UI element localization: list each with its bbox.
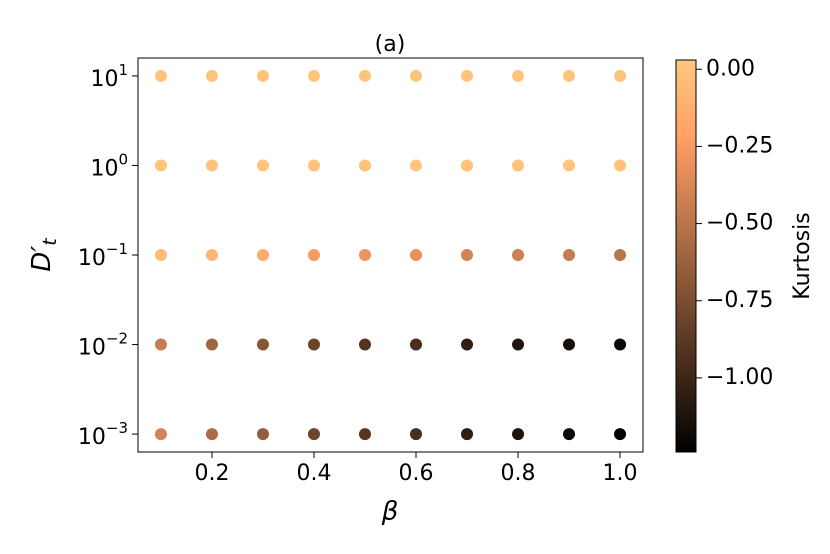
point — [154, 428, 167, 441]
y-tick-exponent: −1 — [106, 240, 128, 258]
y-label-subscript: t — [39, 237, 61, 246]
y-tick-base: 10 — [78, 246, 106, 271]
x-tick-label: 0.4 — [296, 461, 331, 486]
point — [307, 428, 320, 441]
point — [205, 249, 218, 262]
y-tick-label: 101 — [90, 60, 128, 92]
y-tick-exponent: −2 — [106, 329, 128, 347]
point — [205, 159, 218, 172]
y-tick-label: 100 — [90, 150, 128, 182]
point — [154, 338, 167, 351]
point — [307, 249, 320, 262]
colorbar-label: Kurtosis — [790, 212, 815, 299]
point — [512, 69, 525, 82]
point — [563, 338, 576, 351]
point — [256, 69, 269, 82]
point — [614, 69, 627, 82]
point — [358, 428, 371, 441]
point — [358, 69, 371, 82]
point — [205, 69, 218, 82]
y-axis-label: D′t — [27, 237, 61, 272]
x-tick-label: 0.2 — [194, 461, 229, 486]
y-tick-label: 10−3 — [78, 419, 128, 451]
point — [512, 249, 525, 262]
point — [410, 338, 423, 351]
y-tick-base: 10 — [90, 67, 118, 92]
point — [358, 159, 371, 172]
y-tick-base: 10 — [78, 425, 106, 450]
y-tick-exponent: −3 — [106, 419, 128, 437]
point — [461, 249, 474, 262]
point — [614, 428, 627, 441]
point — [358, 338, 371, 351]
y-tick-exponent: 1 — [118, 60, 128, 78]
y-label-base: D′ — [27, 246, 57, 272]
point — [410, 428, 423, 441]
y-tick-base: 10 — [78, 336, 106, 361]
point — [563, 249, 576, 262]
y-tick-label: 10−2 — [78, 329, 128, 361]
point — [461, 159, 474, 172]
point — [154, 69, 167, 82]
point — [461, 338, 474, 351]
point — [512, 338, 525, 351]
point — [461, 69, 474, 82]
x-tick-label: 0.6 — [399, 461, 434, 486]
point — [410, 249, 423, 262]
point — [358, 249, 371, 262]
point — [461, 428, 474, 441]
y-tick-label: 10−1 — [78, 240, 128, 272]
point — [307, 338, 320, 351]
point — [256, 338, 269, 351]
point — [205, 428, 218, 441]
point — [256, 159, 269, 172]
x-axis-label: β — [381, 497, 399, 527]
y-tick-exponent: 0 — [118, 150, 128, 168]
point — [154, 249, 167, 262]
colorbar — [675, 59, 697, 453]
x-tick-label: 0.8 — [501, 461, 536, 486]
point — [614, 338, 627, 351]
point — [614, 249, 627, 262]
point — [256, 428, 269, 441]
colorbar-tick-label: −0.50 — [706, 211, 773, 236]
y-tick-base: 10 — [90, 156, 118, 181]
point — [512, 159, 525, 172]
point — [563, 428, 576, 441]
point — [256, 249, 269, 262]
point — [563, 159, 576, 172]
colorbar-tick-label: −0.75 — [706, 288, 773, 313]
point — [563, 69, 576, 82]
x-tick-label: 1.0 — [603, 461, 638, 486]
point — [154, 159, 167, 172]
colorbar-tick-label: −0.25 — [706, 133, 773, 158]
colorbar-tick-label: 0.00 — [706, 56, 755, 81]
point — [307, 159, 320, 172]
point — [512, 428, 525, 441]
point — [410, 159, 423, 172]
point — [205, 338, 218, 351]
chart-title: (a) — [375, 32, 406, 57]
colorbar-tick-label: −1.00 — [706, 365, 773, 390]
point — [614, 159, 627, 172]
point — [307, 69, 320, 82]
point — [410, 69, 423, 82]
